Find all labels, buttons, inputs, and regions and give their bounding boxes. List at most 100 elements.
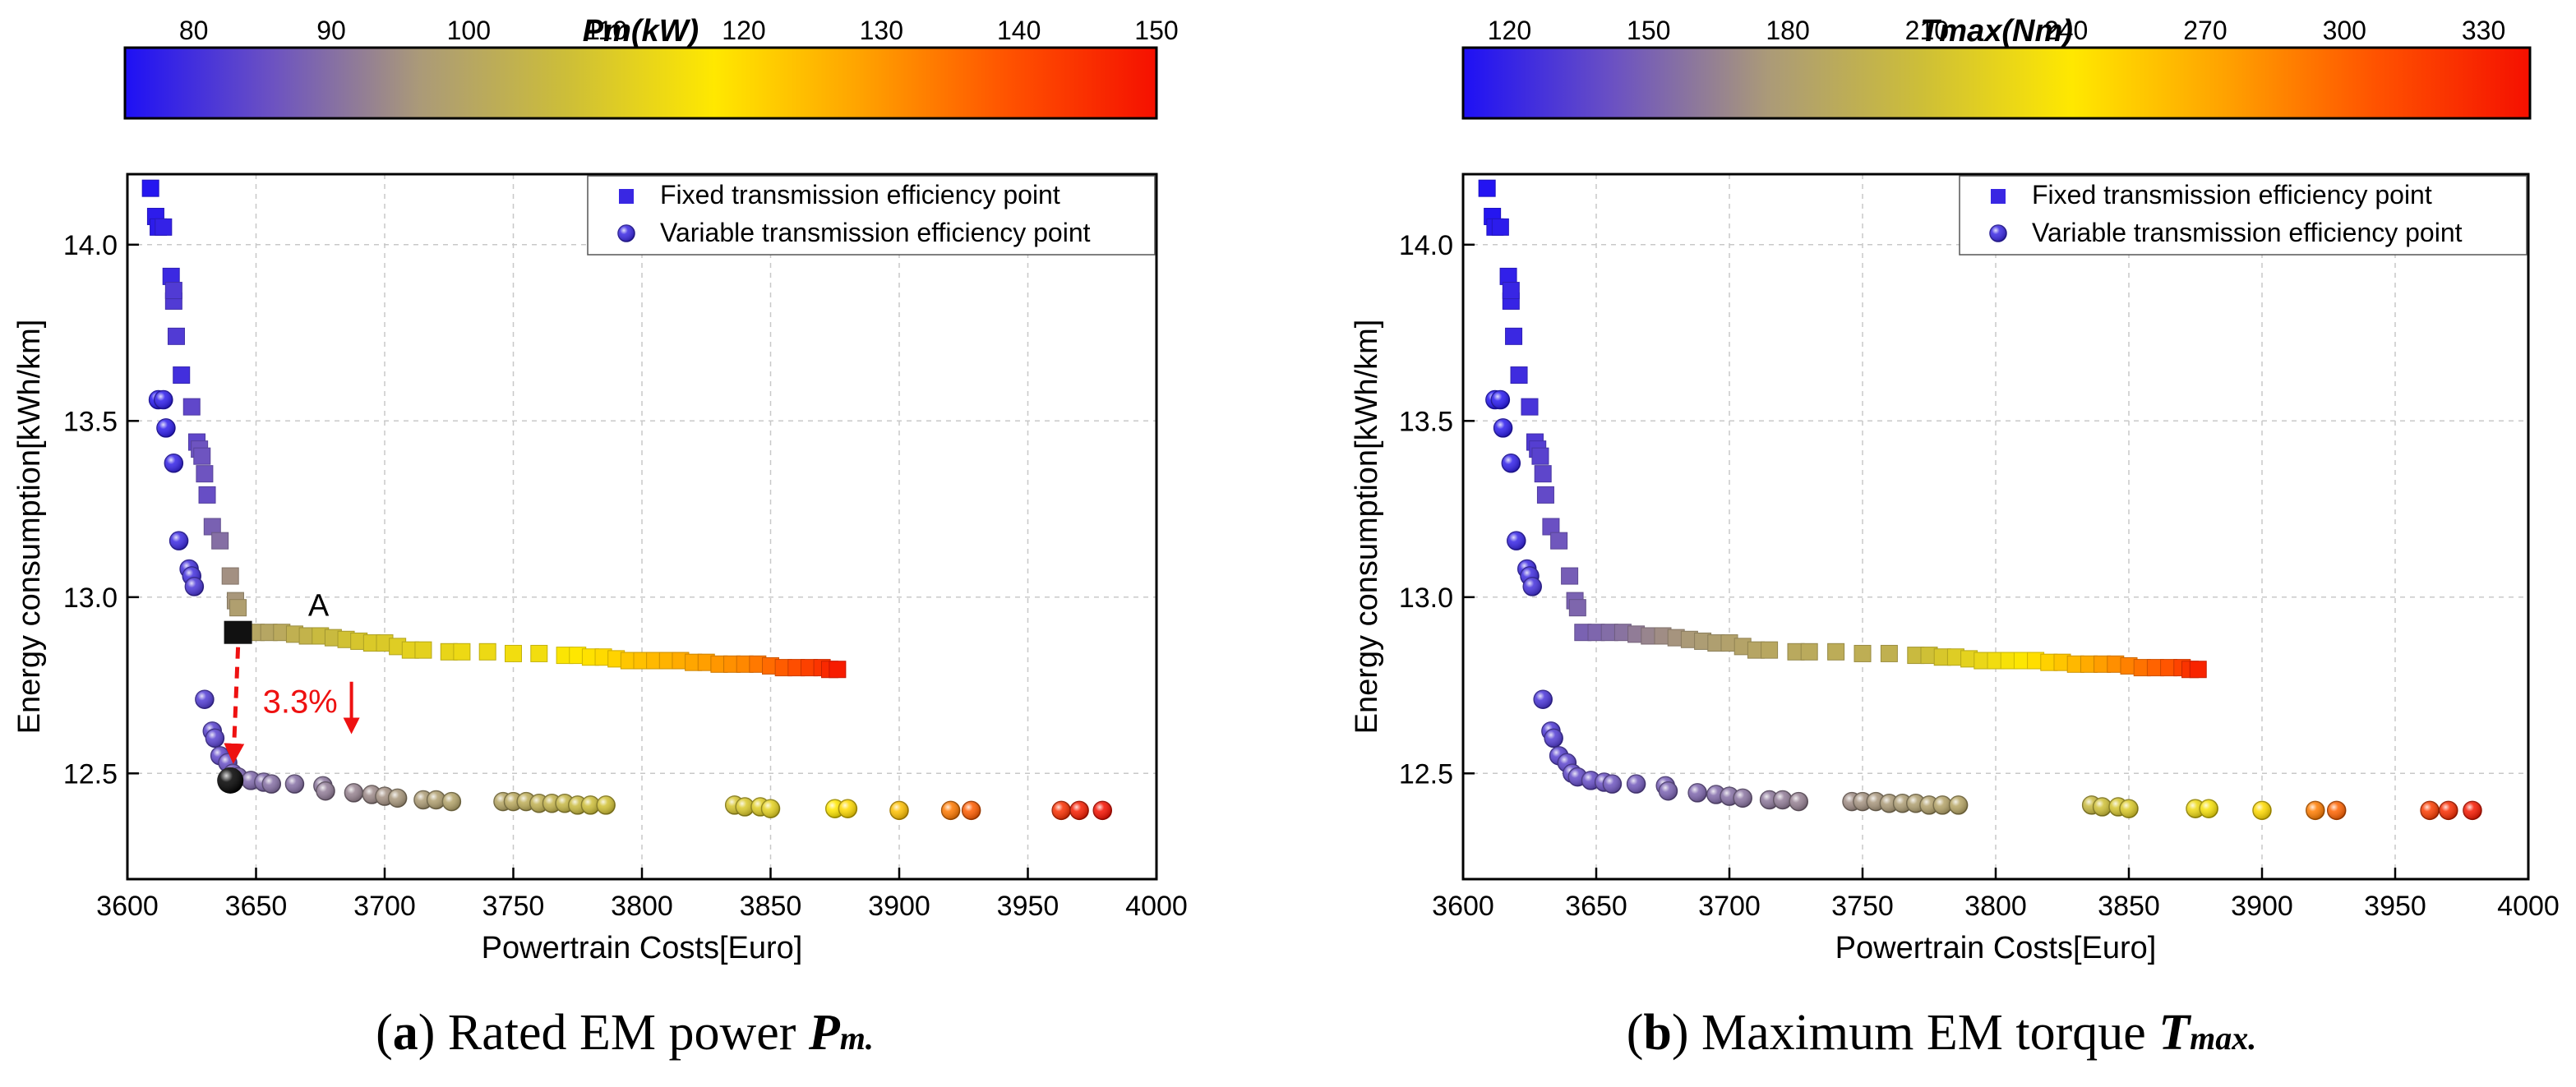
legend-box [1959,175,2528,256]
y-tick-label: 12.5 [1399,758,1453,790]
variable-efficiency-point-shine [1070,801,1089,820]
variable-efficiency-point-shine [1760,790,1779,809]
variable-efficiency-point-shine [597,795,616,814]
variable-efficiency-point-shine [941,801,960,820]
fixed-efficiency-point [1550,532,1568,550]
y-tick-label: 12.5 [63,758,118,790]
variable-efficiency-point-shine [285,775,304,794]
x-tick-label: 3900 [2231,891,2293,922]
y-tick-label: 13.5 [63,406,118,437]
variable-efficiency-point-shine [185,577,204,596]
variable-efficiency-point-shine [1659,781,1678,800]
legend-box [587,175,1156,256]
colorbar-gradient [123,46,1158,120]
variable-efficiency-point-shine [1544,729,1563,748]
variable-efficiency-point-shine [1502,454,1521,472]
x-tick-label: 3600 [96,891,159,922]
caption-a-letter: a [392,1005,418,1061]
colorbar-tick-label: 180 [1766,16,1809,45]
legend-variable-label: Variable transmission efficiency point [660,218,1091,247]
chart-panel-b: Tmax(Nm) 120 150 180 210 240 270 300 330 3600 3650… [1350,14,2560,965]
caption-a-text: ) Rated EM power [418,1005,809,1061]
x-tick-label: 3900 [868,891,930,922]
legend-square-icon [1991,189,2006,204]
colorbar-tick-label: 100 [447,16,491,45]
x-tick-label: 4000 [2497,891,2560,922]
caption-a-subscript: m. [839,1020,874,1057]
fixed-efficiency-point [505,644,522,662]
colorbar-tick-label: 140 [997,16,1041,45]
fixed-efficiency-point [829,661,847,679]
fixed-efficiency-point [1478,179,1496,197]
colorbar-label: Tmax(Nm) [1920,14,2073,48]
variable-efficiency-point-shine [1603,775,1622,794]
legend-sphere-shine [1990,225,2006,242]
x-axis-label: Powertrain Costs[Euro] [1835,931,2157,965]
variable-efficiency-point-shine [581,795,600,814]
variable-efficiency-point-shine [1507,532,1526,550]
x-tick-label: 3850 [2098,891,2160,922]
fixed-efficiency-point [182,398,201,416]
variable-efficiency-point-shine [890,801,908,820]
colorbar-tick-label: 120 [1488,16,1531,45]
y-tick-label: 14.0 [1399,230,1453,261]
x-tick-label: 3950 [997,891,1059,922]
variable-efficiency-point-shine [442,792,461,811]
variable-efficiency-point-shine [2463,801,2481,820]
variable-efficiency-point-shine [1493,418,1512,437]
fixed-efficiency-point [211,532,229,550]
fixed-efficiency-point [1536,486,1554,504]
fixed-efficiency-point [1521,398,1539,416]
variable-efficiency-point-shine [1688,783,1707,802]
variable-efficiency-point-shine [1949,795,1968,814]
variable-efficiency-point-shine [1733,789,1752,808]
caption-b-prefix: ( [1626,1005,1644,1061]
x-tick-label: 3800 [1964,891,2027,922]
chart-panel-a: Pm(kW) 80 90 100 110 120 130 140 150 3600 3650 3700… [12,14,1188,965]
fixed-efficiency-point [1761,641,1779,659]
colorbar-tick-label: 130 [860,16,903,45]
x-axis-label: Powertrain Costs[Euro] [482,931,803,965]
variable-efficiency-point-shine [1627,775,1646,794]
caption-b-letter: b [1643,1005,1672,1061]
caption-b: (b) Maximum EM torque Tmax. [1307,1004,2576,1078]
fixed-efficiency-point [1491,218,1509,236]
colorbar-tick-label: 330 [2462,16,2505,45]
variable-efficiency-point-shine [1933,795,1952,814]
fixed-efficiency-point [141,179,159,197]
x-tick-label: 3750 [482,891,545,922]
y-tick-label: 13.0 [1399,583,1453,614]
fixed-efficiency-point [1854,644,1872,662]
variable-efficiency-point-shine [1491,390,1510,409]
fixed-efficiency-point [229,599,247,617]
y-tick-label: 13.5 [1399,406,1453,437]
fixed-efficiency-point [1531,447,1549,465]
variable-efficiency-point-shine [2200,799,2218,818]
variable-efficiency-point-shine [164,454,183,472]
variable-efficiency-point-shine [962,801,981,820]
fixed-efficiency-point [1505,327,1523,345]
variable-efficiency-point-shine [388,789,407,808]
variable-efficiency-point-shine [838,799,857,818]
target-point-shine [217,767,244,794]
legend-sphere-shine [618,225,635,242]
x-tick-label: 3950 [2364,891,2426,922]
caption-b-subscript: max. [2190,1020,2257,1057]
variable-efficiency-point-shine [154,390,173,409]
variable-efficiency-point-shine [736,798,755,817]
x-tick-label: 3750 [1831,891,1894,922]
fixed-efficiency-point [530,644,548,662]
reduction-label: 3.3% [263,684,338,721]
variable-efficiency-point-shine [2421,801,2440,820]
fixed-efficiency-point [196,465,214,483]
colorbar-tick-label: 210 [1905,16,1949,45]
variable-efficiency-point-shine [1920,795,1938,814]
x-tick-label: 3700 [1698,891,1761,922]
fixed-efficiency-point [173,366,191,385]
variable-efficiency-point-shine [1880,794,1899,813]
colorbar-tick-label: 150 [1134,16,1178,45]
caption-a: (a) Rated EM power Pm. [0,1004,1249,1078]
fixed-efficiency-point [164,282,182,300]
colorbar-tick-label: 240 [2044,16,2088,45]
